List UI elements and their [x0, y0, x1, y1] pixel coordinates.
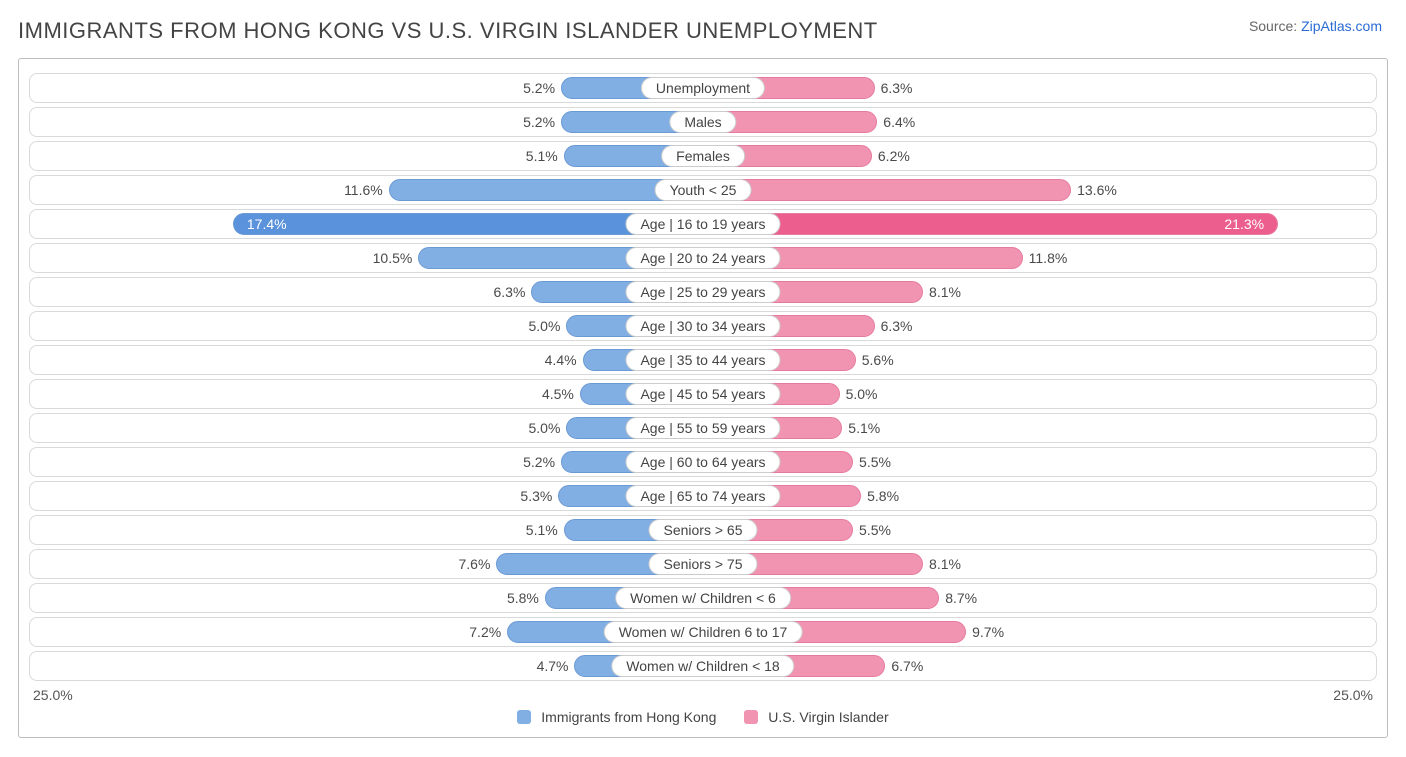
category-label: Females: [661, 145, 745, 167]
legend-label-right: U.S. Virgin Islander: [768, 709, 888, 725]
chart-row: 10.5% 11.8% Age | 20 to 24 years: [29, 243, 1377, 273]
value-left: 5.2%: [523, 454, 555, 470]
legend-swatch-right: [744, 710, 758, 724]
value-right: 5.1%: [848, 420, 880, 436]
source-attribution: Source: ZipAtlas.com: [1249, 18, 1382, 34]
value-left: 10.5%: [373, 250, 413, 266]
category-label: Age | 30 to 34 years: [625, 315, 780, 337]
chart-row: 17.4% 21.3% Age | 16 to 19 years: [29, 209, 1377, 239]
value-left: 4.4%: [545, 352, 577, 368]
value-right: 8.1%: [929, 556, 961, 572]
chart-row: 7.2% 9.7% Women w/ Children 6 to 17: [29, 617, 1377, 647]
source-link[interactable]: ZipAtlas.com: [1301, 18, 1382, 34]
axis-min-right: 25.0%: [1333, 687, 1373, 703]
value-right: 6.3%: [881, 80, 913, 96]
bar-right: [703, 213, 1278, 235]
category-label: Age | 45 to 54 years: [625, 383, 780, 405]
category-label: Age | 35 to 44 years: [625, 349, 780, 371]
category-label: Age | 65 to 74 years: [625, 485, 780, 507]
category-label: Age | 25 to 29 years: [625, 281, 780, 303]
legend-label-left: Immigrants from Hong Kong: [541, 709, 716, 725]
value-left: 5.3%: [520, 488, 552, 504]
value-right: 8.7%: [945, 590, 977, 606]
chart-row: 4.4% 5.6% Age | 35 to 44 years: [29, 345, 1377, 375]
chart-row: 5.2% 5.5% Age | 60 to 64 years: [29, 447, 1377, 477]
chart-row: 7.6% 8.1% Seniors > 75: [29, 549, 1377, 579]
category-label: Age | 20 to 24 years: [625, 247, 780, 269]
legend-item-right: U.S. Virgin Islander: [744, 709, 888, 725]
category-label: Women w/ Children 6 to 17: [604, 621, 803, 643]
value-right: 6.7%: [891, 658, 923, 674]
value-right: 5.0%: [846, 386, 878, 402]
page-title: IMMIGRANTS FROM HONG KONG VS U.S. VIRGIN…: [18, 18, 878, 44]
axis-min-left: 25.0%: [33, 687, 73, 703]
category-label: Age | 55 to 59 years: [625, 417, 780, 439]
value-left: 5.2%: [523, 114, 555, 130]
bar-right: [703, 179, 1071, 201]
value-right: 6.2%: [878, 148, 910, 164]
value-right: 5.6%: [862, 352, 894, 368]
value-left: 5.0%: [528, 420, 560, 436]
legend-item-left: Immigrants from Hong Kong: [517, 709, 716, 725]
value-left: 11.6%: [344, 182, 383, 198]
chart-row: 5.1% 5.5% Seniors > 65: [29, 515, 1377, 545]
value-left: 5.8%: [507, 590, 539, 606]
category-label: Women w/ Children < 6: [615, 587, 791, 609]
chart-row: 5.0% 5.1% Age | 55 to 59 years: [29, 413, 1377, 443]
value-right: 9.7%: [972, 624, 1004, 640]
chart-frame: 5.2% 6.3% Unemployment 5.2% 6.4% Males 5.1% 6.2…: [18, 58, 1388, 738]
chart-row: 5.8% 8.7% Women w/ Children < 6: [29, 583, 1377, 613]
value-left: 5.2%: [523, 80, 555, 96]
value-right: 6.4%: [883, 114, 915, 130]
value-left: 7.6%: [459, 556, 491, 572]
value-right: 5.8%: [867, 488, 899, 504]
chart-row: 5.0% 6.3% Age | 30 to 34 years: [29, 311, 1377, 341]
value-right: 6.3%: [881, 318, 913, 334]
value-left: 5.1%: [526, 148, 558, 164]
value-right: 11.8%: [1029, 250, 1068, 266]
category-label: Unemployment: [641, 77, 765, 99]
category-label: Youth < 25: [655, 179, 752, 201]
legend-swatch-left: [517, 710, 531, 724]
chart-row: 5.3% 5.8% Age | 65 to 74 years: [29, 481, 1377, 511]
value-left: 5.1%: [526, 522, 558, 538]
value-right: 21.3%: [1224, 216, 1264, 232]
category-label: Age | 60 to 64 years: [625, 451, 780, 473]
category-label: Seniors > 75: [649, 553, 758, 575]
category-label: Seniors > 65: [649, 519, 758, 541]
chart-row: 5.2% 6.3% Unemployment: [29, 73, 1377, 103]
value-left: 6.3%: [493, 284, 525, 300]
category-label: Women w/ Children < 18: [611, 655, 794, 677]
chart-row: 4.5% 5.0% Age | 45 to 54 years: [29, 379, 1377, 409]
value-left: 4.7%: [537, 658, 569, 674]
chart-row: 5.2% 6.4% Males: [29, 107, 1377, 137]
value-left: 5.0%: [528, 318, 560, 334]
chart-row: 4.7% 6.7% Women w/ Children < 18: [29, 651, 1377, 681]
value-right: 13.6%: [1077, 182, 1117, 198]
value-left: 17.4%: [247, 216, 287, 232]
chart-row: 11.6% 13.6% Youth < 25: [29, 175, 1377, 205]
value-right: 5.5%: [859, 522, 891, 538]
chart-row: 6.3% 8.1% Age | 25 to 29 years: [29, 277, 1377, 307]
value-left: 7.2%: [469, 624, 501, 640]
legend: Immigrants from Hong Kong U.S. Virgin Is…: [19, 705, 1387, 731]
value-right: 8.1%: [929, 284, 961, 300]
category-label: Age | 16 to 19 years: [625, 213, 780, 235]
chart-row: 5.1% 6.2% Females: [29, 141, 1377, 171]
category-label: Males: [669, 111, 736, 133]
value-left: 4.5%: [542, 386, 574, 402]
source-label: Source:: [1249, 18, 1297, 34]
value-right: 5.5%: [859, 454, 891, 470]
